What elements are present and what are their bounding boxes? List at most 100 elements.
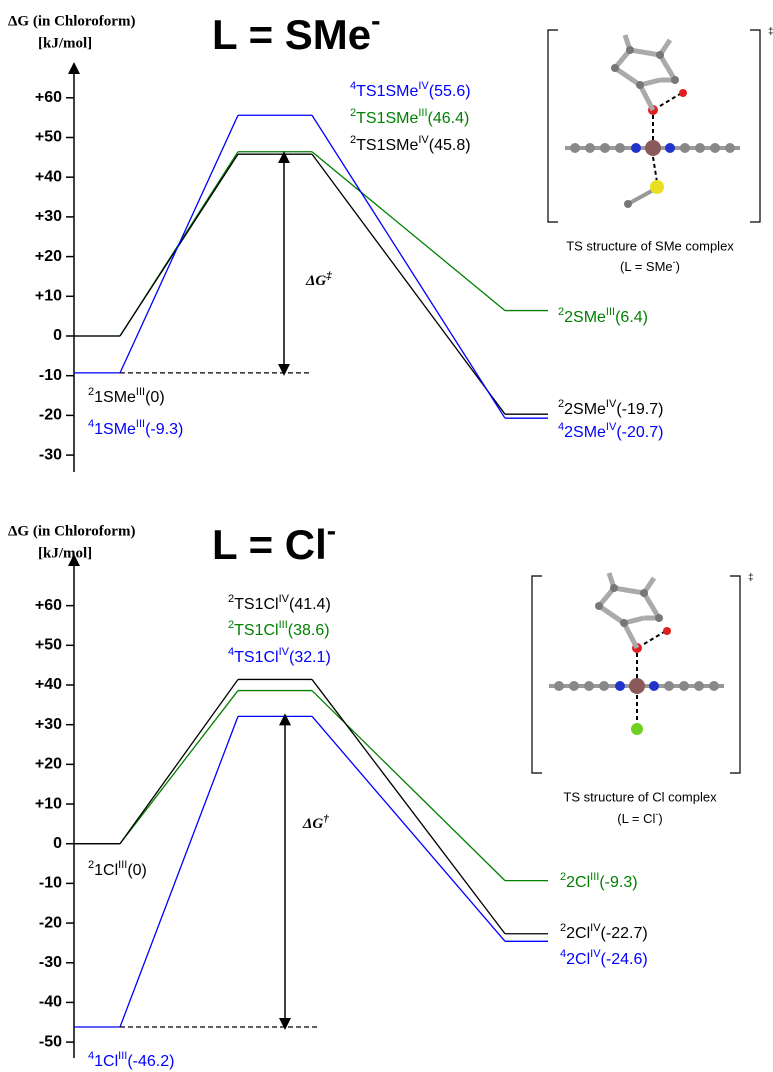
value-label: (46.4) [428,110,470,127]
ts-mark: ‡ [768,27,773,38]
figure: L = SMe- ΔG (in Chloroform) [kJ/mol] +60 +50… [0,0,773,1072]
connector [120,115,238,373]
state-label: 22ClIII(-9.3) [560,871,638,891]
species-name: 1SMe [94,389,136,406]
state-label: 42SMeIV(-20.7) [558,421,663,441]
state-label: 22ClIV(-22.7) [560,922,648,942]
state-label: 4TS1ClIV(32.1) [228,646,331,666]
y-tick-label: 0 [53,327,62,344]
connector [312,679,505,933]
species-name: TS1SMe [356,83,418,100]
value-label: (41.4) [289,596,331,613]
y-tick-label: +50 [35,129,62,146]
y-tick-label: +10 [35,288,62,305]
barrier-symbol: ΔG [305,273,326,289]
y-axis-unit: [kJ/mol] [38,35,92,51]
inset-caption: TS structure of Cl complex [563,789,717,804]
species-name: 2Cl [566,951,590,968]
value-label: (45.8) [429,137,471,154]
oxidation-superscript: III [118,859,127,871]
oxidation-superscript: III [118,1050,127,1062]
species-name: TS1Cl [234,622,278,639]
oxidation-superscript: III [606,306,615,318]
species-name: 2SMe [564,401,606,418]
value-label: (-22.7) [601,925,648,942]
y-tick-label: -30 [39,446,62,463]
y-tick-label: +10 [35,795,62,812]
species-name: 2Cl [566,874,590,891]
state-label: 2TS1SMeIV(45.8) [350,134,471,154]
y-tick-label: +20 [35,248,62,265]
value-label: (-9.3) [599,874,637,891]
oxidation-superscript: IV [590,922,601,934]
oxidation-superscript: IV [418,80,429,92]
y-tick-label: -10 [39,367,62,384]
oxidation-superscript: III [418,107,427,119]
state-label: 2TS1ClIV(41.4) [228,593,331,613]
oxidation-superscript: IV [606,421,617,433]
text-run: (L = Cl [617,811,655,826]
state-label: 22SMeIV(-19.7) [558,398,663,418]
state-label: 41SMeIII(-9.3) [88,418,183,438]
value-label: (-20.7) [616,424,663,441]
state-label: 41ClIII(-46.2) [88,1050,174,1070]
chart-title: L = Cl- [212,515,336,568]
chart-title: L = SMe- [212,5,380,58]
connector [312,154,505,414]
oxidation-superscript: IV [606,398,617,410]
value-label: (-9.3) [145,421,183,438]
text-run: (L = SMe [620,259,673,274]
state-label: 22SMeIII(6.4) [558,306,648,326]
barrier-superscript: † [323,813,329,825]
barrier-superscript: ‡ [325,270,332,282]
oxidation-superscript: III [136,418,145,430]
oxidation-superscript: IV [279,646,290,658]
species-name: 1Cl [94,1053,118,1070]
y-tick-label: -10 [39,875,62,892]
y-axis-label: ΔG (in Chloroform) [8,523,135,539]
y-tick-label: +60 [35,89,62,106]
species-name: 1Cl [94,862,118,879]
value-label: (0) [145,389,165,406]
state-label: 2TS1ClIII(38.6) [228,619,330,639]
species-name: TS1SMe [356,110,418,127]
connector [312,115,505,418]
value-label: (-19.7) [616,401,663,418]
value-label: (0) [127,862,147,879]
y-axis-unit: [kJ/mol] [38,545,92,561]
text-run: ) [676,259,680,274]
y-tick-label: +40 [35,676,62,693]
inset-structure [548,30,760,222]
oxidation-superscript: IV [590,948,601,960]
connector [120,691,238,844]
y-tick-label: -50 [39,1033,62,1050]
value-label: (32.1) [289,649,331,666]
barrier-label: ΔG‡ [305,270,332,290]
oxidation-superscript: IV [279,593,290,605]
y-tick-label: +30 [35,208,62,225]
state-label: 2TS1SMeIII(46.4) [350,107,469,127]
y-tick-label: -20 [39,407,62,424]
title-superscript: - [371,5,380,36]
oxidation-superscript: III [279,619,288,631]
oxidation-superscript: III [590,871,599,883]
inset-structure [532,573,740,773]
value-label: (55.6) [429,83,471,100]
connector [312,691,505,881]
y-tick-label: +20 [35,756,62,773]
value-label: (6.4) [615,309,648,326]
state-label: 42ClIV(-24.6) [560,948,648,968]
state-label: 21SMeIII(0) [88,386,165,406]
y-tick-label: +60 [35,597,62,614]
species-name: TS1SMe [356,137,418,154]
connector [312,152,505,311]
state-label: 21ClIII(0) [88,859,147,879]
state-label: 4TS1SMeIV(55.6) [350,80,471,100]
inset-caption: TS structure of SMe complex [566,238,734,253]
y-axis-label: ΔG (in Chloroform) [8,13,135,29]
species-name: 2Cl [566,925,590,942]
title-text: L = SMe [212,11,371,58]
inset-note: (L = SMe-) [620,257,680,274]
y-tick-label: +30 [35,716,62,733]
ts-mark: ‡ [748,573,754,584]
